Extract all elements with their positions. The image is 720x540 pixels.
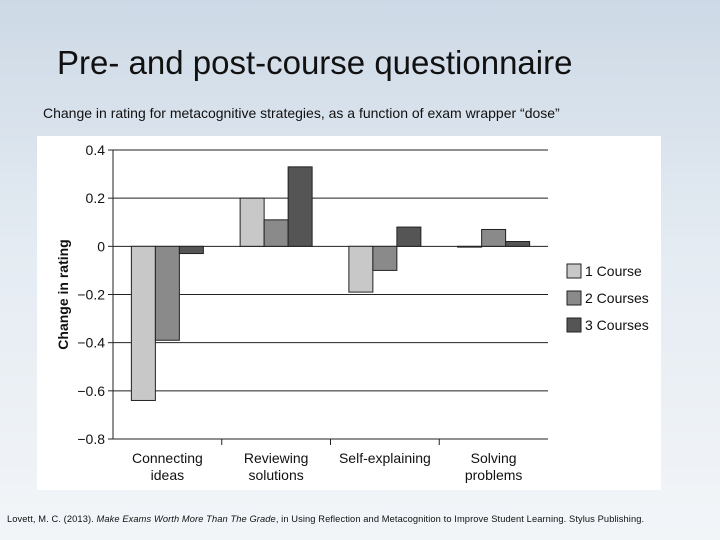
citation-title: Make Exams Worth More Than The Grade: [96, 514, 276, 524]
bar: [287, 166, 313, 247]
y-tick-label: 0: [97, 238, 105, 254]
x-tick-label: solutions: [248, 467, 303, 483]
y-tick-label: −0.2: [77, 287, 105, 303]
bar: [239, 197, 265, 247]
bar-chart: 0.4 0.2 0 −0.2 −0.4 −0.6 −0.8 Change in rating C…: [55, 142, 649, 483]
legend-label: 1 Course: [585, 263, 642, 279]
bar: [348, 245, 374, 293]
bar: [154, 245, 180, 341]
legend-swatch: [566, 263, 582, 279]
legend-label: 2 Courses: [585, 290, 649, 306]
x-tick-label: Solving: [471, 450, 517, 466]
legend-label: 3 Courses: [585, 317, 649, 333]
bar: [505, 241, 531, 247]
y-axis-label: Change in rating: [55, 239, 71, 349]
x-tick-label: ideas: [151, 467, 184, 483]
y-tick-label: −0.8: [77, 431, 105, 447]
legend-swatch: [566, 290, 582, 306]
legend-swatch: [566, 317, 582, 333]
bar: [178, 245, 204, 255]
bar: [396, 226, 422, 247]
axis-layer: 0.4 0.2 0 −0.2 −0.4 −0.6 −0.8 Change in rating C…: [55, 142, 522, 483]
y-tick-label: 0.2: [86, 190, 106, 206]
y-tick-label: 0.4: [86, 142, 106, 158]
y-tick-label: −0.6: [77, 383, 105, 399]
bar: [263, 219, 289, 247]
bar: [372, 245, 398, 271]
x-tick-label: Reviewing: [244, 450, 309, 466]
slide-subtitle: Change in rating for metacognitive strat…: [43, 105, 560, 121]
bar: [457, 245, 483, 248]
citation-prefix: Lovett, M. C. (2013).: [7, 514, 97, 524]
y-tick-label: −0.4: [77, 335, 105, 351]
bar-layer: [130, 166, 531, 401]
citation-suffix: , in Using Reflection and Metacognition …: [275, 514, 645, 524]
bar: [481, 228, 507, 247]
x-tick-label: Connecting: [132, 450, 203, 466]
x-tick-label: Self-explaining: [339, 450, 431, 466]
slide-title: Pre- and post-course questionnaire: [57, 44, 573, 81]
chart-panel: 0.4 0.2 0 −0.2 −0.4 −0.6 −0.8 Change in rating C…: [37, 136, 661, 490]
bar: [130, 245, 156, 401]
legend-layer: 1 Course 2 Courses 3 Courses: [566, 263, 649, 333]
citation: Lovett, M. C. (2013). Make Exams Worth M…: [7, 514, 644, 524]
x-tick-label: problems: [465, 467, 523, 483]
